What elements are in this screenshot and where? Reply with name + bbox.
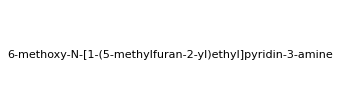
Text: 6-methoxy-N-[1-(5-methylfuran-2-yl)ethyl]pyridin-3-amine: 6-methoxy-N-[1-(5-methylfuran-2-yl)ethyl… [7, 50, 333, 60]
